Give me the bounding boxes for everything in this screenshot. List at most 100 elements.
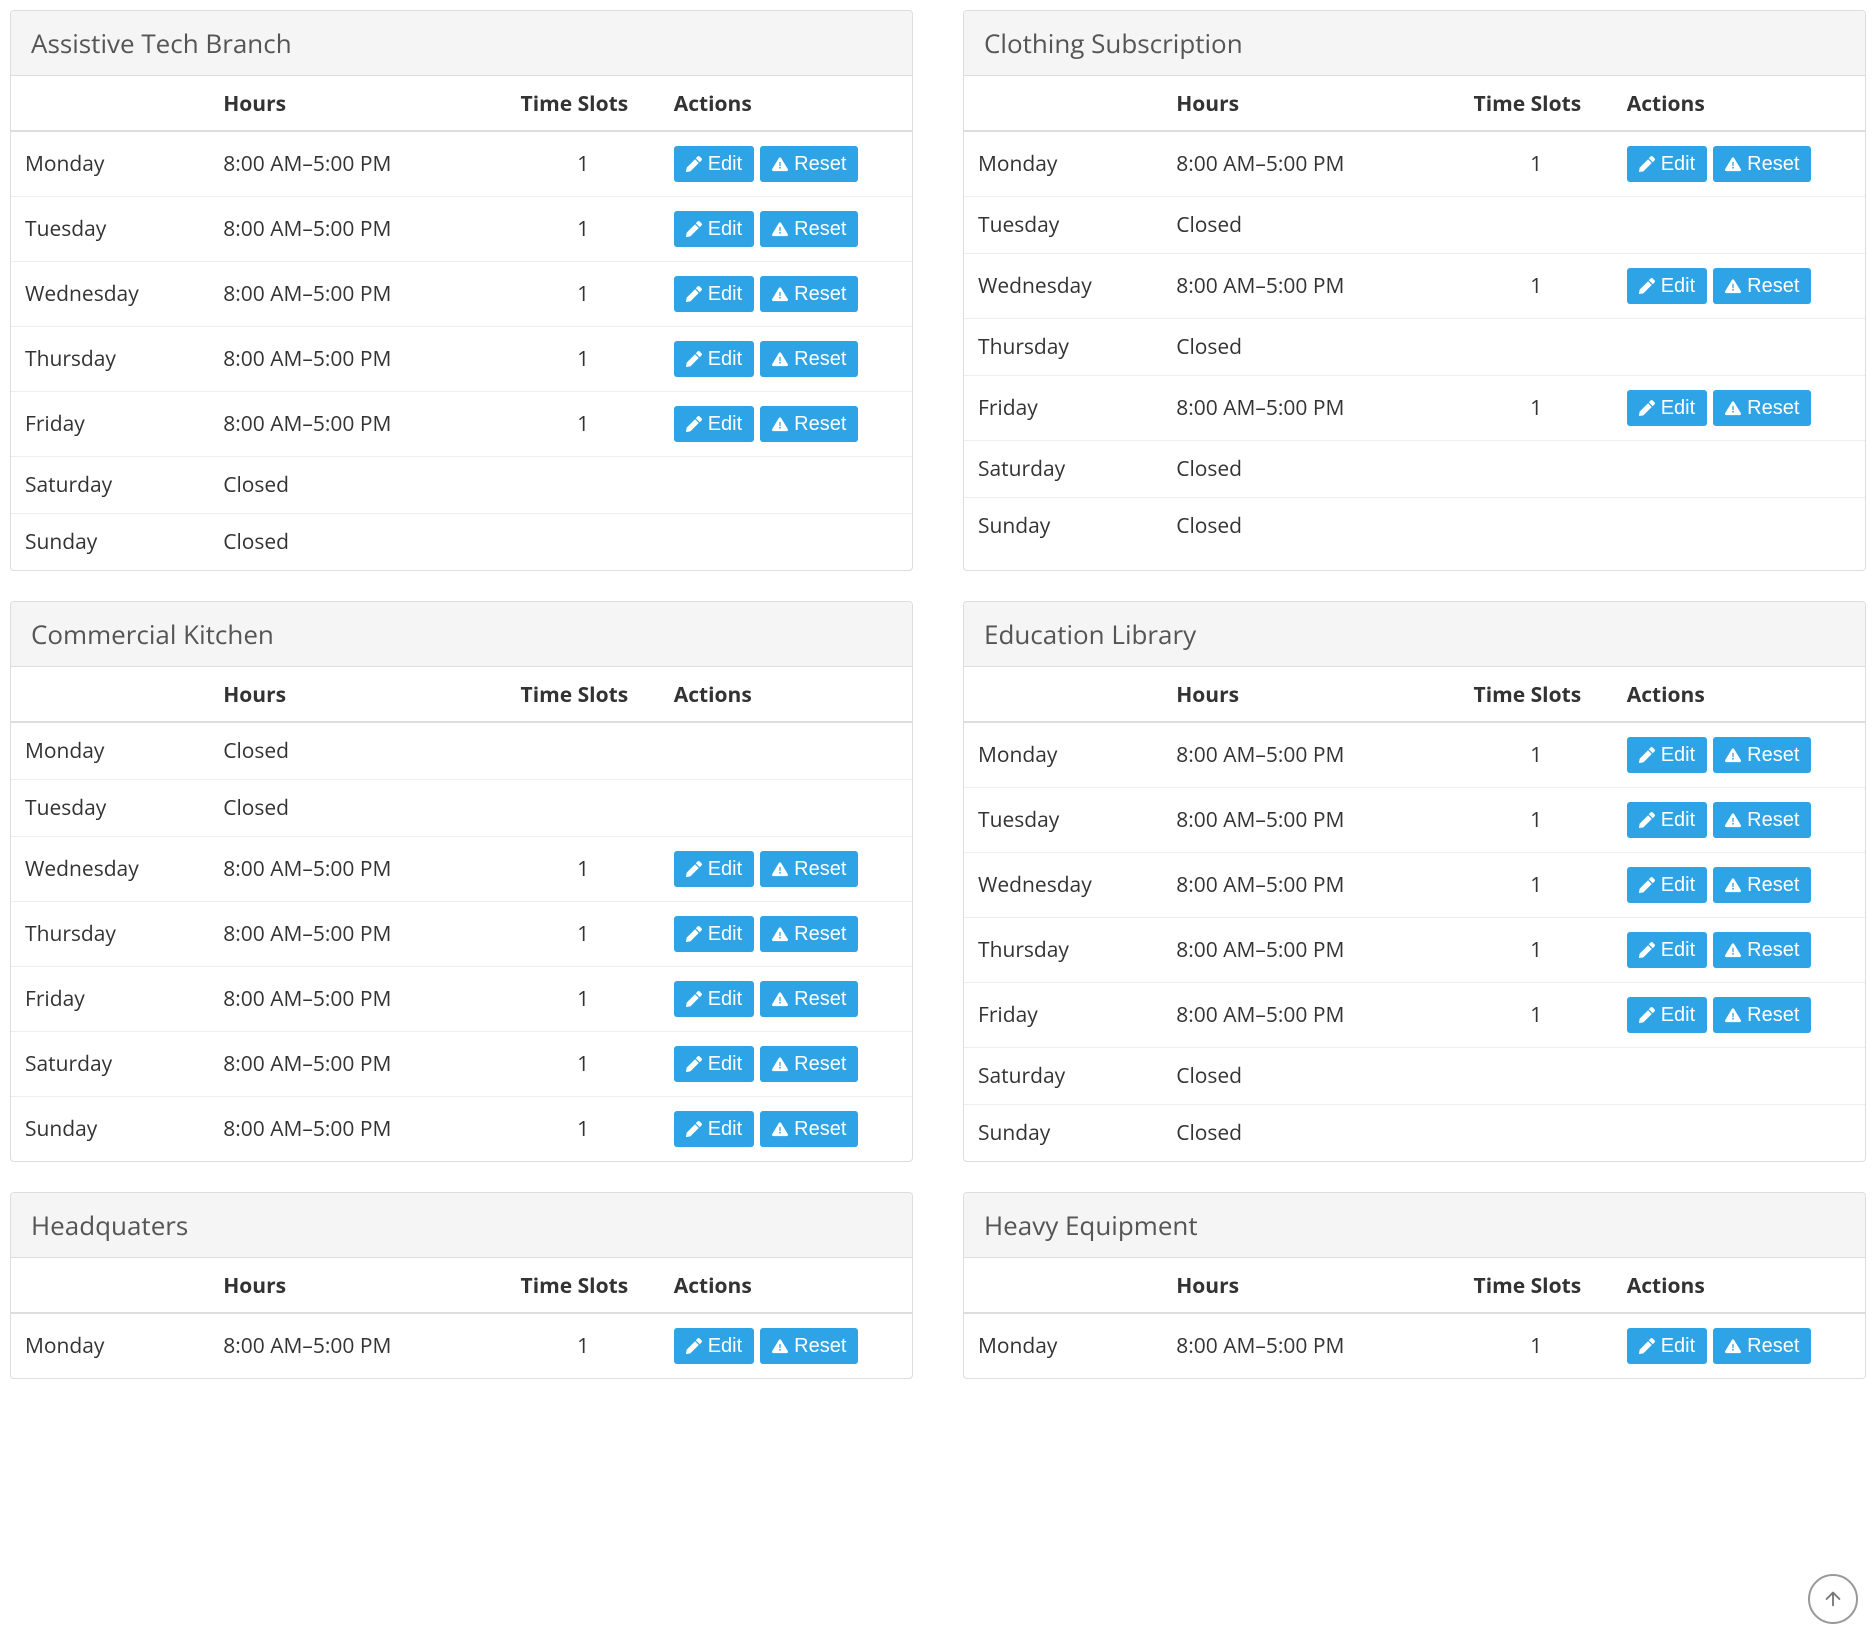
edit-button[interactable]: Edit [674,851,754,887]
table-row: SaturdayClosed [964,441,1865,498]
warning-icon [772,221,788,237]
scroll-to-top-button[interactable] [1808,1574,1858,1624]
edit-button[interactable]: Edit [1627,997,1707,1033]
day-cell: Friday [11,392,209,457]
table-row: Saturday8:00 AM–5:00 PM1EditReset [11,1032,912,1097]
panel-title: Headquaters [11,1193,912,1258]
day-cell: Sunday [964,498,1162,555]
reset-button[interactable]: Reset [760,341,858,377]
table-row: Friday8:00 AM–5:00 PM1EditReset [11,392,912,457]
edit-button[interactable]: Edit [1627,1328,1707,1364]
slots-header: Time Slots [1460,1258,1613,1313]
table-row: TuesdayClosed [11,780,912,837]
actions-cell [1613,1105,1865,1162]
warning-icon [772,926,788,942]
pencil-icon [686,1056,702,1072]
table-row: SundayClosed [11,514,912,571]
pencil-icon [1639,812,1655,828]
reset-button[interactable]: Reset [760,981,858,1017]
edit-button[interactable]: Edit [1627,932,1707,968]
edit-button[interactable]: Edit [1627,867,1707,903]
pencil-icon [686,926,702,942]
edit-button[interactable]: Edit [674,276,754,312]
edit-button[interactable]: Edit [1627,802,1707,838]
reset-button[interactable]: Reset [1713,997,1811,1033]
day-header [964,76,1162,131]
table-row: SaturdayClosed [964,1048,1865,1105]
edit-button[interactable]: Edit [674,981,754,1017]
hours-cell: 8:00 AM–5:00 PM [1162,918,1459,983]
reset-button[interactable]: Reset [760,1328,858,1364]
reset-button-label: Reset [794,151,846,177]
reset-button[interactable]: Reset [1713,268,1811,304]
edit-button[interactable]: Edit [674,341,754,377]
reset-button-label: Reset [794,411,846,437]
reset-button[interactable]: Reset [1713,867,1811,903]
hours-cell: Closed [209,514,506,571]
edit-button[interactable]: Edit [1627,737,1707,773]
edit-button-label: Edit [708,151,742,177]
reset-button[interactable]: Reset [760,276,858,312]
hours-cell: 8:00 AM–5:00 PM [1162,722,1459,788]
reset-button[interactable]: Reset [760,211,858,247]
slots-cell: 1 [507,197,660,262]
reset-button[interactable]: Reset [1713,737,1811,773]
day-cell: Sunday [964,1105,1162,1162]
warning-icon [1725,1007,1741,1023]
hours-table: HoursTime SlotsActionsMonday8:00 AM–5:00… [964,667,1865,1161]
reset-button[interactable]: Reset [760,406,858,442]
pencil-icon [686,991,702,1007]
day-cell: Saturday [964,441,1162,498]
reset-button[interactable]: Reset [1713,802,1811,838]
edit-button[interactable]: Edit [1627,146,1707,182]
hours-cell: 8:00 AM–5:00 PM [1162,788,1459,853]
actions-cell: Edit Reset [660,1032,912,1097]
actions-cell: EditReset [1613,722,1865,788]
actions-cell: Edit Reset [660,262,912,327]
day-cell: Thursday [11,327,209,392]
edit-button[interactable]: Edit [1627,268,1707,304]
reset-button[interactable]: Reset [760,916,858,952]
warning-icon [772,1338,788,1354]
reset-button-label: Reset [1747,872,1799,898]
actions-header: Actions [1613,76,1865,131]
warning-icon [772,1056,788,1072]
reset-button[interactable]: Reset [760,851,858,887]
edit-button[interactable]: Edit [674,211,754,247]
table-row: Monday8:00 AM–5:00 PM1EditReset [964,131,1865,197]
edit-button[interactable]: Edit [674,406,754,442]
warning-icon [772,991,788,1007]
slots-cell: 1 [1460,983,1613,1048]
reset-button[interactable]: Reset [1713,390,1811,426]
slots-cell: 1 [1460,918,1613,983]
pencil-icon [686,286,702,302]
reset-button[interactable]: Reset [1713,146,1811,182]
edit-button-label: Edit [708,1051,742,1077]
edit-button[interactable]: Edit [674,916,754,952]
hours-panel: Education LibraryHoursTime SlotsActionsM… [963,601,1866,1162]
hours-cell: 8:00 AM–5:00 PM [209,1313,506,1378]
edit-button-label: Edit [708,281,742,307]
edit-button[interactable]: Edit [674,146,754,182]
slots-header: Time Slots [507,667,660,722]
warning-icon [772,416,788,432]
edit-button[interactable]: Edit [674,1046,754,1082]
hours-cell: 8:00 AM–5:00 PM [209,131,506,197]
edit-button[interactable]: Edit [674,1328,754,1364]
day-header [11,76,209,131]
reset-button[interactable]: Reset [760,1111,858,1147]
day-cell: Tuesday [11,197,209,262]
hours-cell: Closed [1162,1105,1459,1162]
reset-button[interactable]: Reset [760,1046,858,1082]
reset-button[interactable]: Reset [760,146,858,182]
reset-button[interactable]: Reset [1713,1328,1811,1364]
edit-button[interactable]: Edit [674,1111,754,1147]
reset-button-label: Reset [1747,937,1799,963]
edit-button[interactable]: Edit [1627,390,1707,426]
reset-button[interactable]: Reset [1713,932,1811,968]
day-cell: Thursday [964,918,1162,983]
edit-button-label: Edit [708,1116,742,1142]
hours-cell: 8:00 AM–5:00 PM [1162,983,1459,1048]
slots-cell [1460,1048,1613,1105]
hours-cell: 8:00 AM–5:00 PM [1162,376,1459,441]
